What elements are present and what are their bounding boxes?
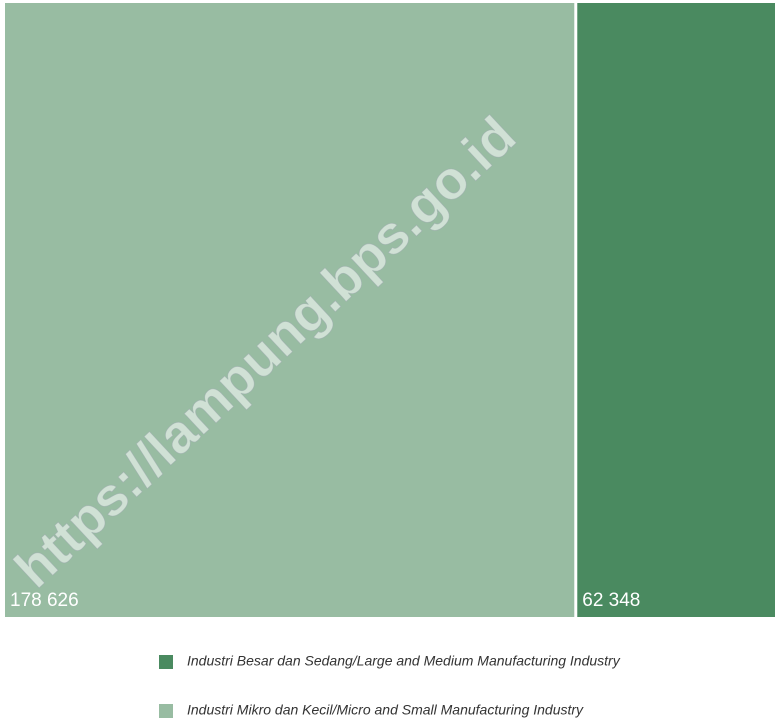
value-label: 178 626	[10, 590, 79, 611]
legend: Industri Besar dan Sedang/Large and Medi…	[159, 653, 621, 718]
legend-label: Industri Mikro dan Kecil/Micro and Small…	[187, 702, 584, 718]
value-label: 62 348	[582, 590, 640, 611]
legend-swatch	[159, 655, 173, 669]
legend-label: Industri Besar dan Sedang/Large and Medi…	[187, 653, 621, 669]
treemap-cell	[577, 3, 775, 617]
legend-swatch	[159, 704, 173, 718]
treemap-cell	[5, 3, 575, 617]
treemap: 178 626 62 348	[5, 3, 775, 617]
